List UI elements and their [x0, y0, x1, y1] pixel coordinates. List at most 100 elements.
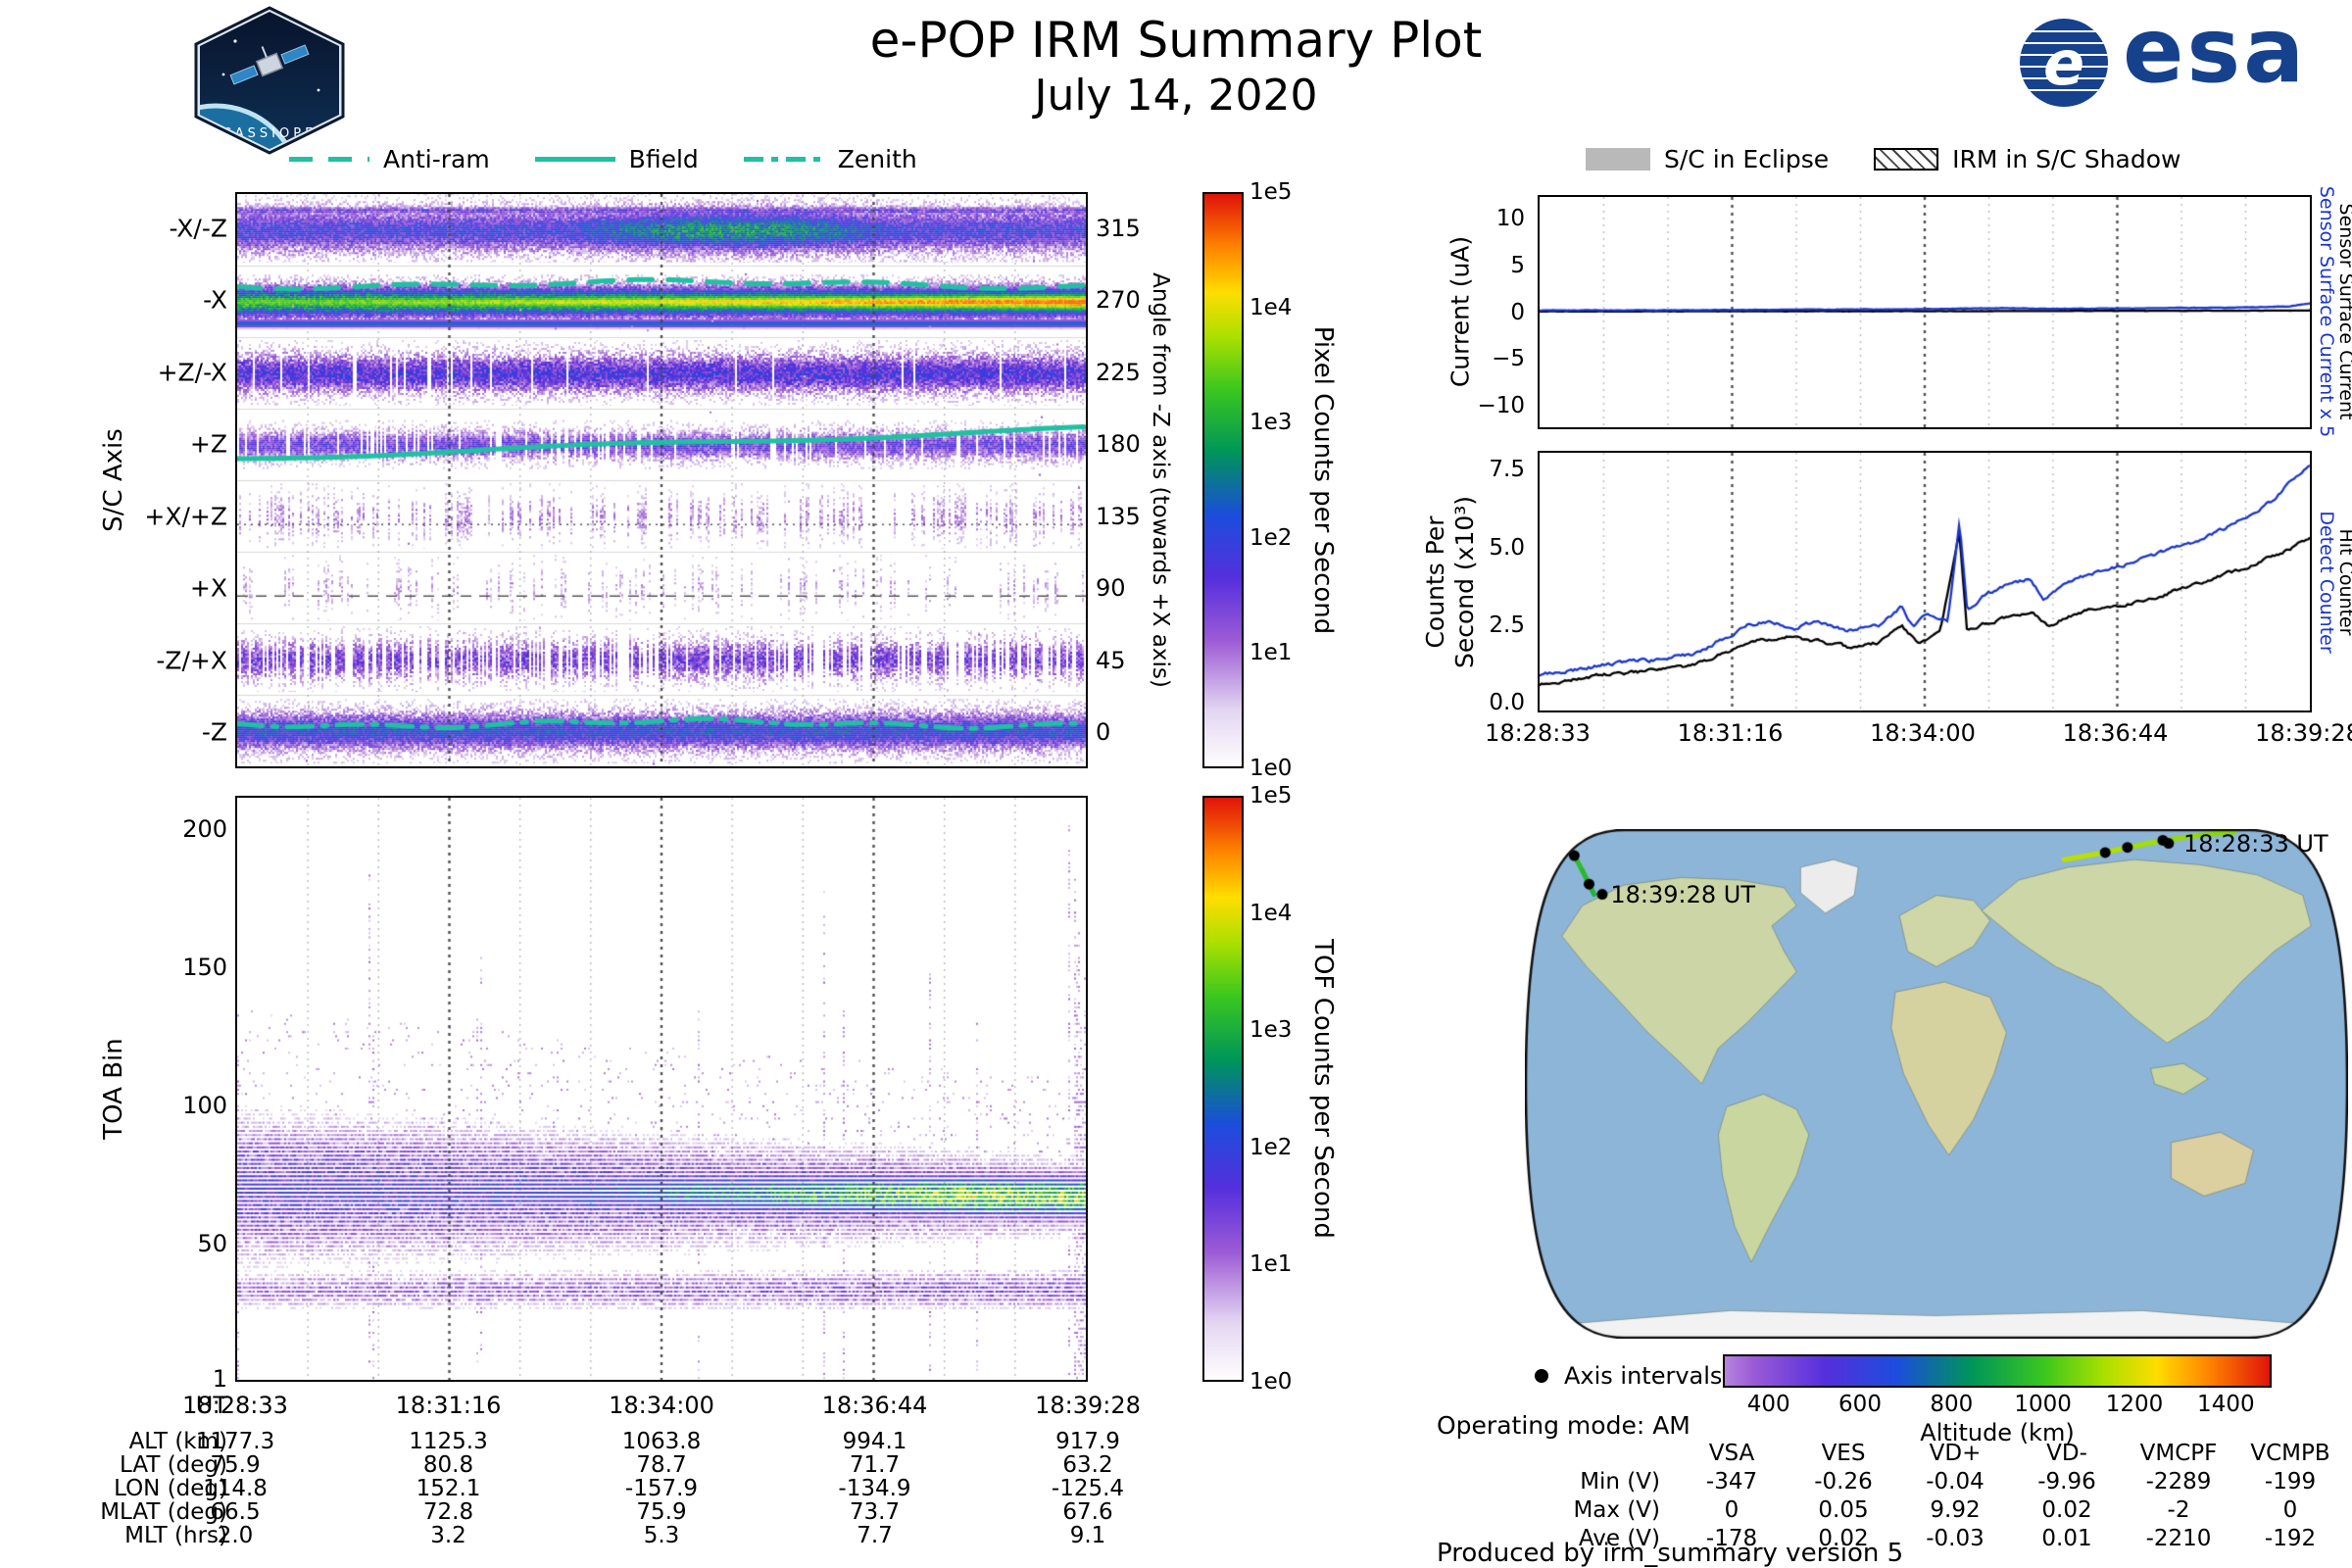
angle-axis-label: Angle from -Z axis (towards +X axis)	[1148, 272, 1173, 688]
hit-counter-label: Hit Counter	[2335, 528, 2352, 636]
altitude-colorbar-label: Altitude (km)	[1920, 1419, 2075, 1446]
sc-axis-spectrogram-canvas	[237, 194, 1086, 766]
ephemeris-value: 994.1	[842, 1429, 907, 1454]
sc-axis-row-label: +X/+Z	[144, 502, 227, 531]
ephemeris-value: 67.6	[1062, 1499, 1113, 1525]
angle-tick-label: 180	[1096, 430, 1141, 459]
ephemeris-value: 3.2	[430, 1523, 466, 1548]
ephemeris-value: 63.2	[1062, 1452, 1113, 1478]
ephemeris-row-label: LAT (deg)	[120, 1452, 227, 1478]
colorbar-tick-label: 1e4	[1250, 900, 1293, 926]
voltage-value: -9.96	[2037, 1468, 2096, 1494]
surface-current-x5-label: Sensor Surface Current x 5	[2316, 185, 2337, 438]
voltage-column-header: VMCPF	[2139, 1440, 2218, 1466]
map-time-annotation: 18:28:33 UT	[2183, 829, 2328, 858]
sc-axis-ylabel: S/C Axis	[99, 428, 128, 532]
altitude-colorbar-canvas	[1725, 1356, 2270, 1386]
counters-y-ticks: 7.5 5.0 2.5 0.0	[1456, 451, 1525, 716]
ephemeris-row-label: MLAT (deg)	[100, 1499, 227, 1525]
ephemeris-value: 1125.3	[409, 1429, 488, 1454]
footer-text: Produced by irm_summary version 5	[1437, 1539, 1904, 1568]
current-y-ticks: 10 5 0 −5 −10	[1456, 195, 1525, 429]
voltage-table-row: Ave (V) -178 0.02 -0.03 0.01 -2210 -192	[1529, 1524, 2348, 1552]
angle-tick-label: 225	[1096, 358, 1141, 386]
ephemeris-row-label: MLT (hrs)	[124, 1523, 227, 1548]
direction-legend: Anti-ram Bfield Zenith	[289, 145, 962, 173]
altitude-ticks: 400 600 800 1000 1200 1400	[1723, 1392, 2272, 1417]
voltage-value: -199	[2264, 1468, 2317, 1494]
sc-axis-row-labels: -X/-Z -X +Z/-X +Z +X/+Z +X -Z/+X -Z	[118, 192, 227, 768]
pixel-colorbar-ticks: 1e5 1e4 1e3 1e2 1e1 1e0	[1250, 179, 1308, 781]
esa-logo-globe: e	[2020, 19, 2108, 107]
voltage-value: -2210	[2145, 1525, 2212, 1551]
colorbar-tick-label: 1e3	[1250, 410, 1293, 436]
toa-spectrogram-frame	[235, 796, 1088, 1382]
voltage-value: -192	[2264, 1525, 2317, 1551]
colorbar-tick-label: 1e0	[1250, 756, 1293, 781]
time-tick-label: 18:34:00	[1870, 719, 1976, 747]
ephemeris-row: MLAT (deg) 66.5 72.8 75.9 73.7 67.6	[0, 1499, 1166, 1525]
ephemeris-value: 71.7	[849, 1452, 901, 1478]
toa-bin-ticks: 200 150 100 50 1	[143, 796, 227, 1393]
esa-wordmark: esa	[2123, 0, 2308, 103]
axis-intervals-label: Axis intervals	[1564, 1362, 1723, 1390]
axis-interval-dot	[1535, 1369, 1548, 1383]
anti-ram-line-sample	[289, 157, 369, 162]
shadow-label: IRM in S/C Shadow	[1952, 145, 2181, 173]
surface-current-canvas	[1540, 197, 2310, 427]
toa-tick-label: 200	[182, 814, 227, 843]
ephemeris-value: 7.7	[857, 1523, 893, 1548]
ephemeris-value: 18:28:33	[182, 1392, 288, 1419]
counters-frame	[1538, 451, 2312, 712]
bfield-line-sample	[534, 157, 615, 162]
ephemeris-value: 75.9	[636, 1499, 687, 1525]
voltage-row-label: Ave (V)	[1578, 1525, 1660, 1551]
cassiope-mission-patch: CASSIOPE	[194, 6, 345, 155]
angle-axis-ticks: 315 270 225 180 135 90 45 0	[1096, 192, 1151, 768]
sc-axis-row-label: +Z/-X	[157, 358, 227, 387]
ephemeris-value: 18:39:28	[1035, 1392, 1141, 1419]
sc-axis-row-label: +X	[189, 573, 227, 603]
angle-tick-label: 0	[1096, 718, 1111, 747]
detect-counter-label: Detect Counter	[2316, 511, 2337, 654]
pixel-colorbar-frame	[1202, 192, 1244, 768]
colorbar-tick-label: 1e2	[1250, 1134, 1293, 1160]
ephemeris-value: 1063.8	[621, 1429, 702, 1454]
operating-mode-text: Operating mode: AM	[1437, 1411, 1690, 1440]
ephemeris-value: 73.7	[849, 1499, 901, 1525]
voltage-row-label: Max (V)	[1573, 1496, 1660, 1523]
counters-tick-label: 0.0	[1489, 690, 1525, 716]
voltage-value: -0.26	[1814, 1468, 1873, 1494]
counters-tick-label: 7.5	[1489, 457, 1525, 483]
voltage-value: -2	[2167, 1496, 2190, 1523]
voltage-value: 0	[2282, 1496, 2298, 1523]
altitude-tick-label: 1000	[2014, 1392, 2072, 1417]
map-time-annotation: 18:39:28 UT	[1610, 880, 1756, 908]
sc-axis-row-label: +Z	[189, 429, 227, 459]
voltage-column-header: VES	[1821, 1440, 1866, 1466]
ephemeris-value: 114.8	[203, 1476, 268, 1501]
ephemeris-row-label: UT	[195, 1392, 227, 1419]
voltage-value: 0	[1724, 1496, 1740, 1523]
angle-tick-label: 270	[1096, 286, 1141, 315]
voltage-value: 9.92	[1930, 1496, 1981, 1523]
bfield-label: Bfield	[628, 145, 699, 173]
tof-colorbar-ticks: 1e5 1e4 1e3 1e2 1e1 1e0	[1250, 783, 1308, 1395]
current-tick-label: 0	[1510, 299, 1525, 325]
time-tick-label: 18:28:33	[1485, 719, 1591, 747]
ephemeris-value: 2.0	[217, 1523, 254, 1548]
ephemeris-value: -157.9	[624, 1476, 699, 1501]
toa-spectrogram-canvas	[237, 798, 1086, 1380]
page-title: e-POP IRM Summary Plot	[869, 12, 1483, 69]
current-tick-label: −10	[1477, 393, 1525, 419]
current-tick-label: 10	[1495, 205, 1525, 231]
altitude-tick-label: 1400	[2197, 1392, 2255, 1417]
current-ylabel: Current (uA)	[1446, 235, 1475, 388]
ephemeris-row: MLT (hrs) 2.0 3.2 5.3 7.7 9.1	[0, 1523, 1166, 1548]
voltage-table-row: Min (V) -347 -0.26 -0.04 -9.96 -2289 -199	[1529, 1467, 2348, 1495]
esa-logo: e esa	[2017, 0, 2350, 114]
counters-ylabel: Counts Per Second (x10³)	[1421, 496, 1480, 668]
satellite-icon	[229, 44, 310, 85]
colorbar-tick-label: 1e3	[1250, 1017, 1293, 1044]
voltage-row-label: Min (V)	[1580, 1468, 1660, 1494]
